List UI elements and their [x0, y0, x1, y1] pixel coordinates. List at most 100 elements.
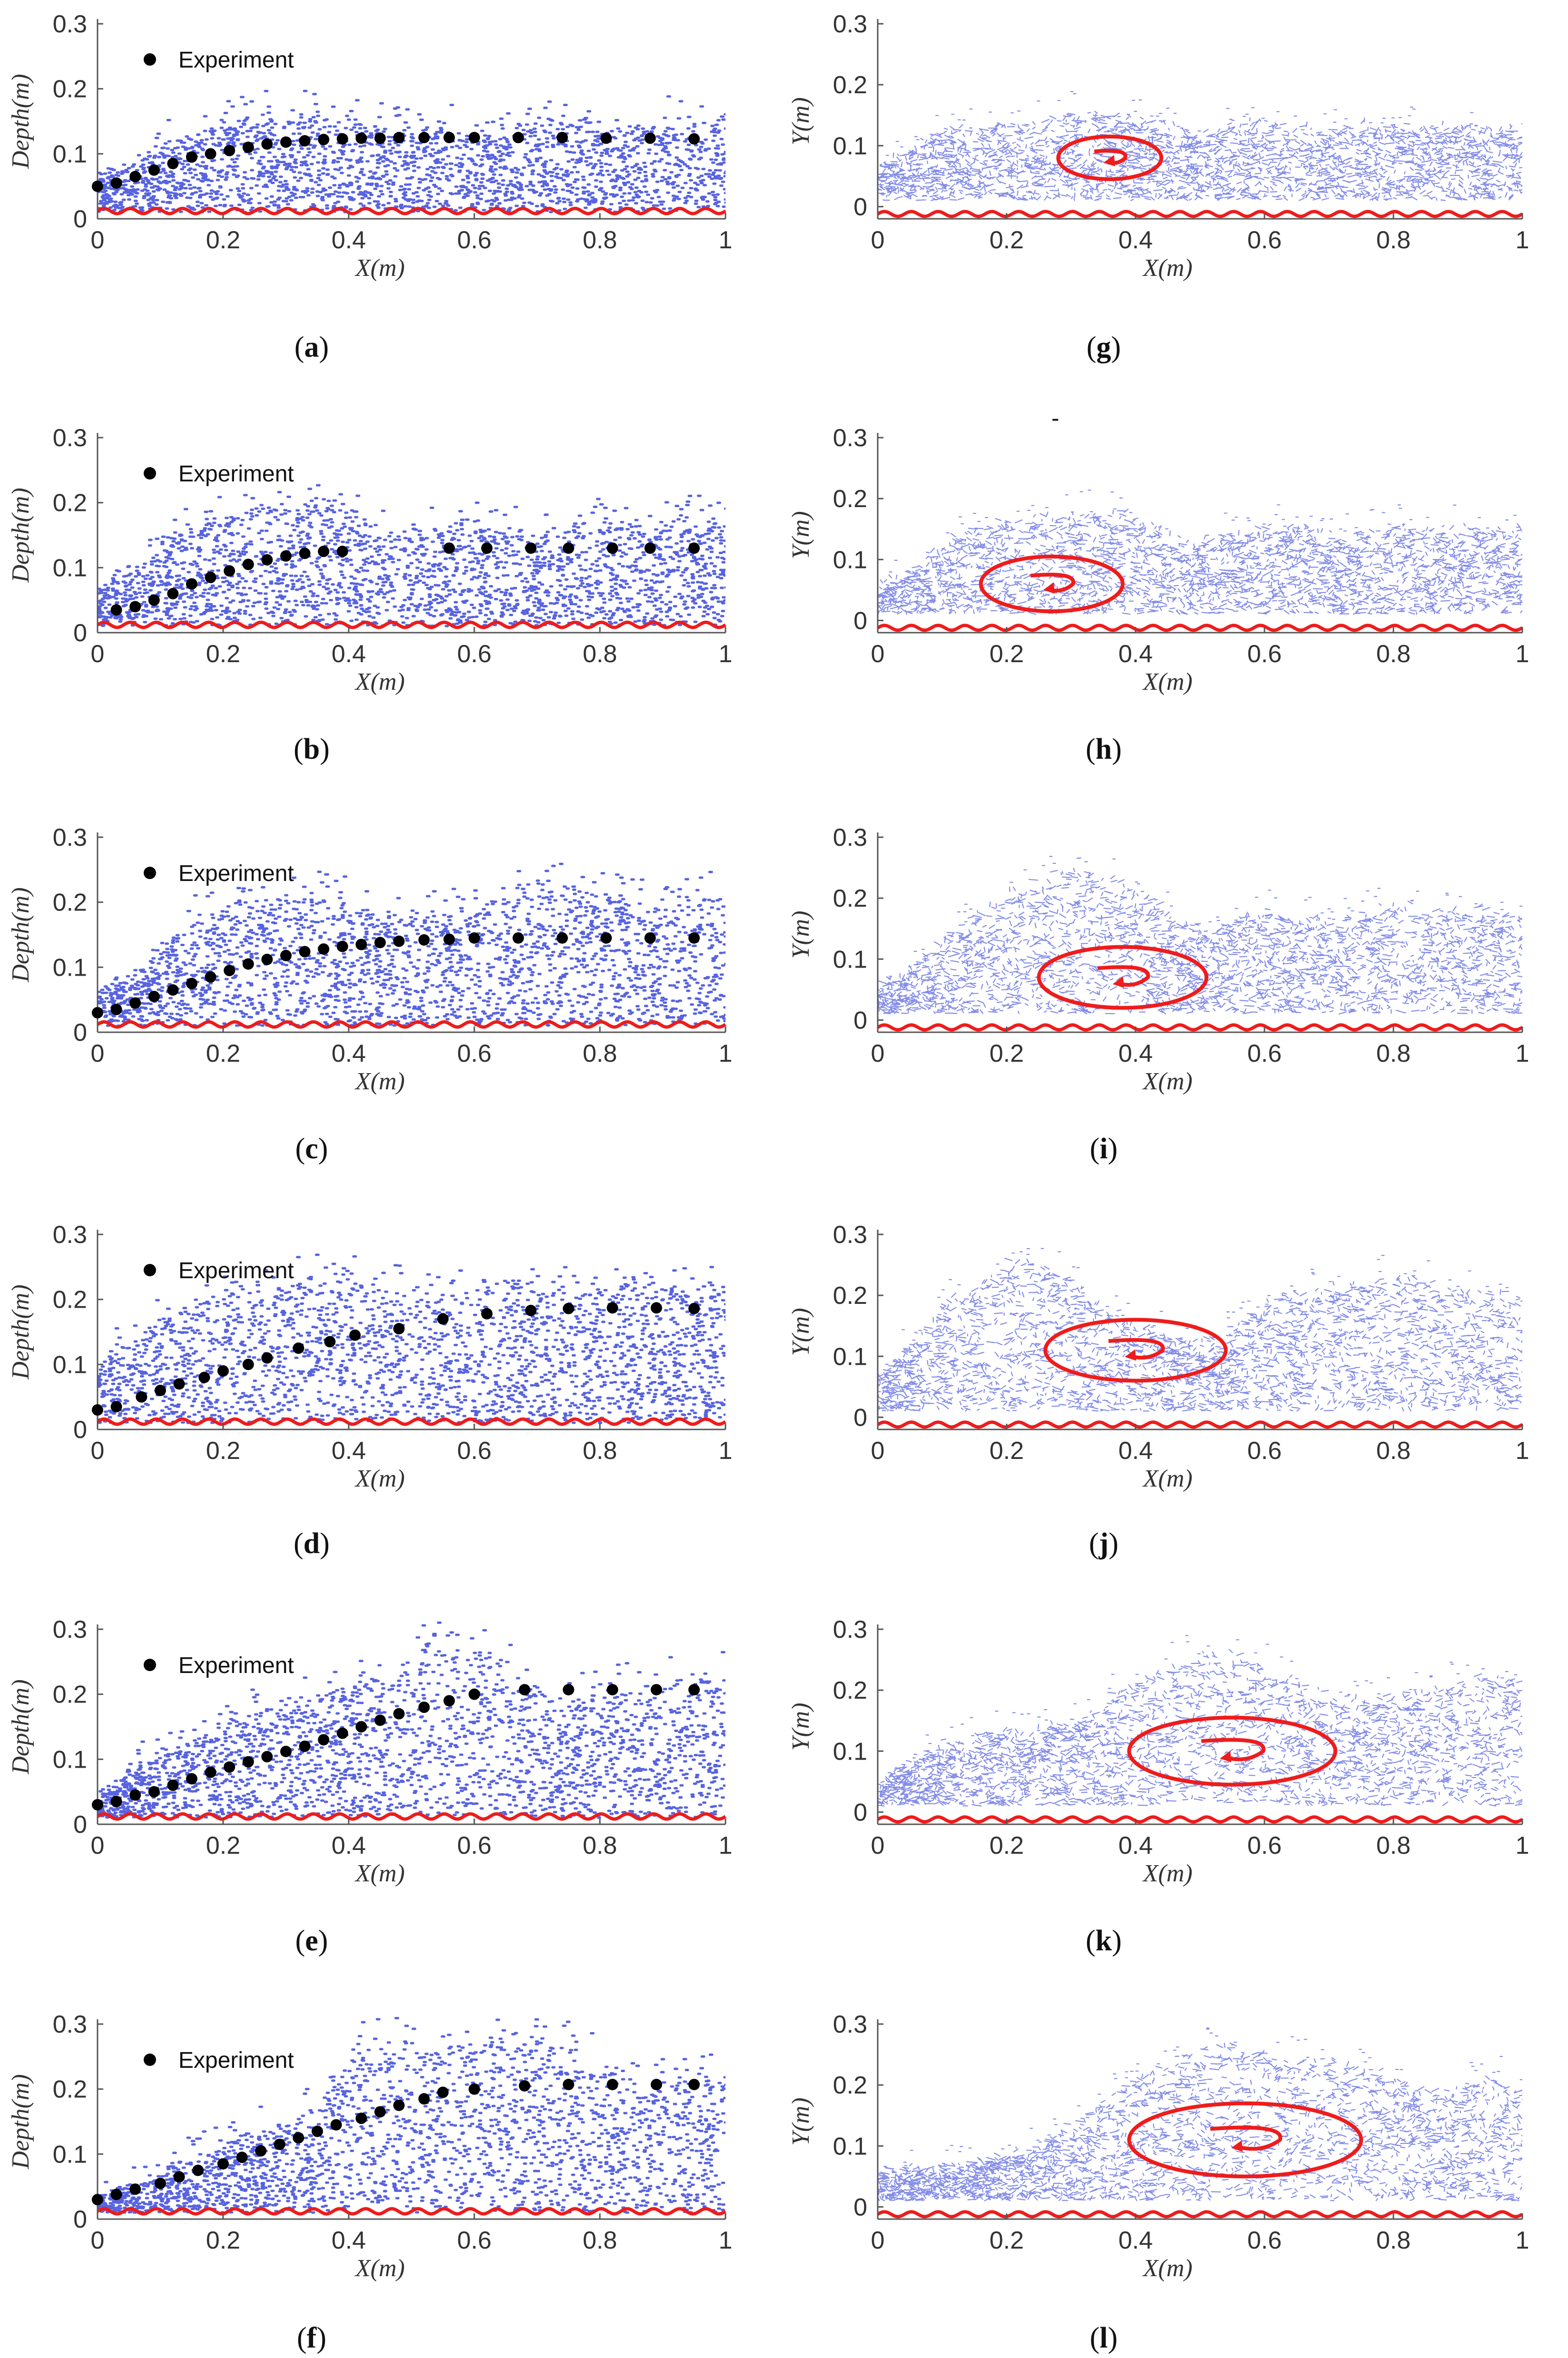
y-axis-label: Y(m) — [787, 1702, 814, 1751]
experiment-point — [336, 546, 348, 558]
experiment-point — [355, 939, 367, 950]
x-tick-label: 0.8 — [583, 2227, 617, 2254]
x-tick-label: 0.8 — [1376, 226, 1411, 254]
x-axis-label: X(m) — [1142, 1860, 1193, 1887]
legend-marker — [144, 1659, 156, 1671]
experiment-point — [374, 1714, 386, 1726]
y-tick-label: 0.3 — [53, 424, 87, 452]
experiment-point — [224, 965, 235, 977]
experiment-point — [110, 1796, 122, 1808]
x-tick-label: 1 — [719, 2227, 733, 2254]
x-tick-label: 1 — [1516, 1832, 1529, 1859]
experiment-point — [563, 542, 574, 554]
experiment-point — [280, 949, 292, 961]
experiment-point — [393, 2099, 405, 2111]
experiment-point — [355, 1721, 367, 1732]
experiment-point — [129, 171, 141, 183]
vortex-spiral — [1108, 1338, 1165, 1360]
particle-cloud — [878, 1635, 1522, 1807]
y-tick-label: 0.3 — [53, 1616, 87, 1644]
experiment-point — [92, 180, 103, 192]
experiment-point — [299, 548, 311, 559]
legend-marker — [144, 53, 156, 66]
vortex-arrowhead — [1103, 155, 1115, 166]
experiment-point — [374, 2106, 386, 2118]
x-tick-label: 0.2 — [990, 226, 1024, 254]
x-tick-label: 0.6 — [1247, 1437, 1282, 1465]
y-tick-label: 0.3 — [833, 1616, 867, 1644]
y-tick-label: 0.1 — [833, 2133, 867, 2160]
experiment-point — [607, 2079, 618, 2091]
experiment-point — [293, 2132, 304, 2144]
y-axis-label: Depth(m) — [7, 1679, 34, 1774]
experiment-point — [110, 2189, 122, 2201]
y-tick-label: 0.2 — [833, 2072, 867, 2099]
experiment-point — [355, 2113, 367, 2124]
x-axis-label: X(m) — [1142, 2255, 1193, 2282]
experiment-point — [393, 1708, 405, 1720]
y-tick-label: 0.1 — [53, 140, 87, 168]
vortex-arrowhead — [1231, 2140, 1243, 2152]
x-tick-label: 0.6 — [1247, 226, 1282, 254]
y-tick-label: 0.3 — [833, 424, 867, 452]
experiment-point — [255, 2145, 267, 2157]
vortex-spiral — [1094, 148, 1127, 165]
experiment-point — [186, 578, 197, 590]
bed-profile — [877, 210, 1523, 218]
experiment-point — [110, 1004, 122, 1016]
experiment-point — [205, 971, 216, 983]
experiment-point — [437, 2086, 449, 2098]
x-tick-label: 0.8 — [1376, 2227, 1411, 2254]
x-tick-label: 0.2 — [206, 1437, 240, 1465]
experiment-point — [437, 1313, 449, 1325]
x-axis-label: X(m) — [1142, 254, 1193, 282]
experiment-point — [217, 2158, 229, 2170]
y-tick-label: 0 — [73, 1811, 87, 1839]
vortex-spiral — [1210, 2125, 1283, 2151]
particle-cloud — [98, 484, 725, 627]
y-tick-label: 0 — [73, 1416, 87, 1444]
experiment-point — [236, 2152, 248, 2163]
y-tick-label: 0 — [73, 619, 87, 647]
bed-profile — [97, 620, 726, 629]
experiment-point — [512, 132, 524, 144]
y-tick-label: 0.3 — [833, 10, 867, 38]
experiment-point — [556, 932, 568, 944]
y-tick-label: 0.2 — [833, 885, 867, 912]
experiment-point — [519, 2080, 530, 2092]
experiment-point — [224, 1761, 235, 1773]
x-tick-label: 0 — [871, 640, 885, 668]
x-tick-label: 0.8 — [583, 1437, 617, 1465]
particle-field — [878, 91, 1522, 201]
x-tick-label: 0.4 — [1118, 1437, 1153, 1465]
x-tick-label: 0.4 — [332, 1832, 366, 1859]
y-tick-label: 0 — [73, 2206, 87, 2233]
experiment-point — [525, 1304, 537, 1316]
x-axis-label: X(m) — [354, 2255, 405, 2282]
y-tick-label: 0 — [853, 2193, 867, 2221]
experiment-point — [148, 164, 160, 176]
experiment-point — [242, 558, 254, 570]
experiment-point — [688, 932, 700, 944]
experiment-point — [224, 145, 235, 157]
y-tick-label: 0.3 — [53, 2011, 87, 2038]
particle-field — [98, 484, 725, 627]
y-tick-label: 0.3 — [833, 824, 867, 851]
legend-label: Experiment — [178, 2048, 294, 2073]
experiment-point — [318, 546, 330, 558]
x-axis-label: X(m) — [1142, 1465, 1193, 1492]
x-tick-label: 0.6 — [1247, 1832, 1282, 1859]
experiment-point — [688, 542, 700, 554]
experiment-point — [336, 133, 348, 145]
y-tick-label: 0.1 — [833, 132, 867, 160]
experiment-point — [607, 1684, 618, 1696]
experiment-point — [129, 2183, 141, 2195]
experiment-point — [192, 2164, 204, 2176]
panel-caption-letter: e — [305, 1925, 318, 1957]
particle-field — [98, 1253, 725, 1424]
x-tick-label: 0.8 — [583, 226, 617, 254]
experiment-point — [261, 953, 273, 965]
legend-label: Experiment — [178, 461, 294, 487]
